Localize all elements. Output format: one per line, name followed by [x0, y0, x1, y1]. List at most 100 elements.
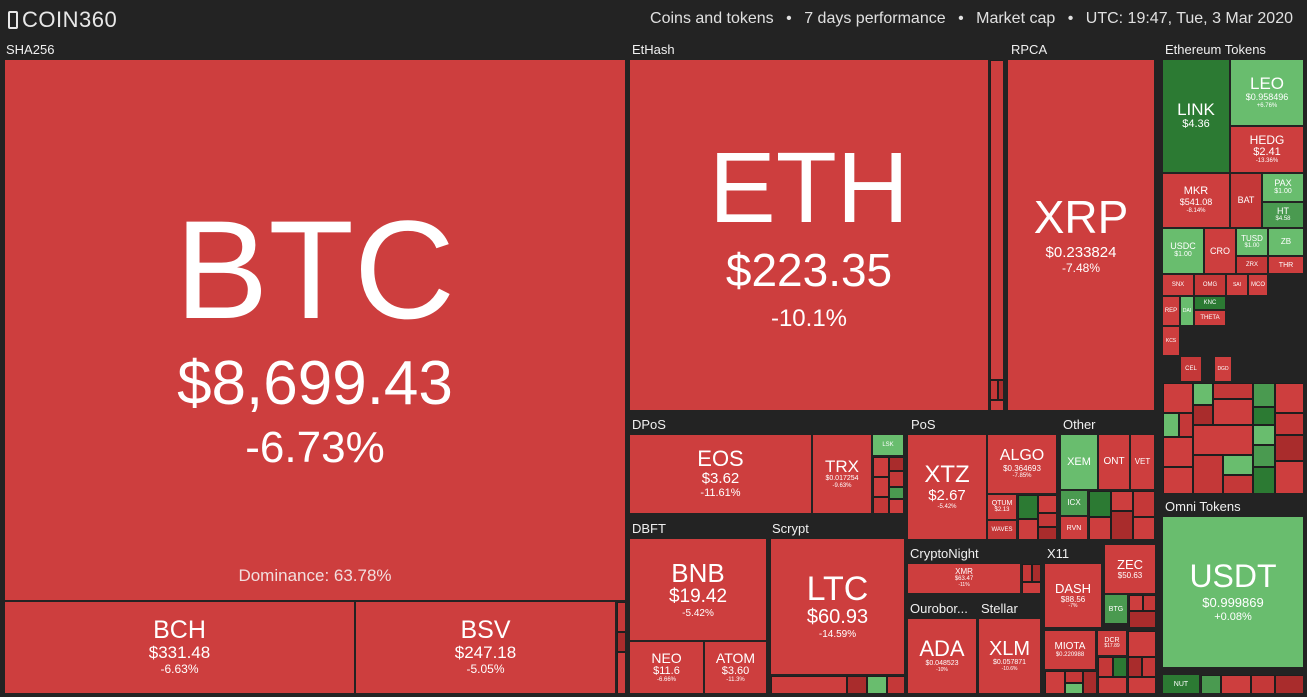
small-coin-tile[interactable]	[1163, 437, 1193, 467]
small-coin-tile[interactable]	[1275, 435, 1303, 461]
small-coin-tile[interactable]	[1275, 461, 1303, 493]
tile-zrx[interactable]: ZRX	[1236, 256, 1268, 274]
small-coin-tile[interactable]	[1201, 675, 1221, 693]
tile-dash[interactable]: DASH $88.56 -7%	[1044, 563, 1102, 628]
small-coin-tile[interactable]	[1193, 405, 1213, 425]
filter-metric[interactable]: Market cap	[976, 10, 1056, 27]
small-coin-tile[interactable]	[1038, 513, 1056, 527]
tile-bnb[interactable]: BNB $19.42 -5.42%	[629, 538, 767, 641]
small-coin-tile[interactable]	[1098, 657, 1113, 677]
small-coin-tile[interactable]	[1213, 383, 1253, 399]
small-coin-tile[interactable]	[1143, 595, 1155, 611]
small-coin-tile[interactable]	[1128, 677, 1155, 693]
tile-zec[interactable]: ZEC $50.63	[1104, 544, 1156, 594]
tile-bat[interactable]: BAT	[1230, 173, 1262, 228]
small-coin-tile[interactable]	[617, 632, 625, 652]
small-coin-tile[interactable]	[1111, 491, 1133, 511]
tile-qtum[interactable]: QTUM $2.13	[987, 494, 1017, 520]
small-coin-tile[interactable]	[1089, 491, 1111, 517]
tile-mkr[interactable]: MKR $541.08 -8.14%	[1162, 173, 1230, 228]
small-coin-tile[interactable]	[1193, 425, 1253, 455]
tile-miota[interactable]: MIOTA $0.220988	[1044, 630, 1096, 670]
small-coin-tile[interactable]	[1032, 564, 1040, 582]
tile-nut[interactable]: NUT	[1162, 674, 1200, 694]
small-coin-tile[interactable]	[1251, 675, 1275, 693]
small-coin-tile[interactable]	[889, 499, 903, 513]
small-coin-tile[interactable]	[1065, 683, 1083, 693]
small-coin-tile[interactable]	[990, 60, 1003, 380]
tile-rvn[interactable]: RVN	[1060, 516, 1088, 540]
small-coin-tile[interactable]	[617, 602, 625, 632]
small-coin-tile[interactable]	[1142, 657, 1155, 677]
small-coin-tile[interactable]	[1275, 413, 1303, 435]
tile-sai[interactable]: SAI	[1226, 274, 1248, 296]
small-coin-tile[interactable]	[1253, 407, 1275, 425]
small-coin-tile[interactable]	[771, 676, 847, 693]
tile-neo[interactable]: NEO $11.6 -6.66%	[629, 641, 704, 694]
tile-thr[interactable]: THR	[1268, 256, 1304, 274]
small-coin-tile[interactable]	[990, 400, 1003, 410]
small-coin-tile[interactable]	[1193, 455, 1223, 493]
tile-dai[interactable]: DAI	[1180, 296, 1194, 326]
tile-xtz[interactable]: XTZ $2.67 -5.42%	[907, 434, 987, 540]
small-coin-tile[interactable]	[1128, 657, 1142, 677]
tile-leo[interactable]: LEO $0.958496 +6.76%	[1230, 59, 1304, 126]
small-coin-tile[interactable]	[1253, 383, 1275, 407]
small-coin-tile[interactable]	[1275, 383, 1303, 413]
tile-ont[interactable]: ONT	[1098, 434, 1130, 490]
small-coin-tile[interactable]	[889, 487, 903, 499]
tile-usdt[interactable]: USDT $0.999869 +0.08%	[1162, 516, 1304, 668]
tile-atom[interactable]: ATOM $3.60 -11.3%	[704, 641, 767, 694]
small-coin-tile[interactable]	[1221, 675, 1251, 693]
small-coin-tile[interactable]	[1163, 467, 1193, 493]
tile-hedg[interactable]: HEDG $2.41 -13.36%	[1230, 126, 1304, 173]
tile-snx[interactable]: SNX	[1162, 274, 1194, 296]
small-coin-tile[interactable]	[1065, 671, 1083, 683]
tile-eos[interactable]: EOS $3.62 -11.61%	[629, 434, 812, 514]
tile-cro[interactable]: CRO	[1204, 228, 1236, 274]
tile-usdc[interactable]: USDC $1.00	[1162, 228, 1204, 274]
small-coin-tile[interactable]	[1193, 383, 1213, 405]
small-coin-tile[interactable]	[847, 676, 867, 693]
small-coin-tile[interactable]	[867, 676, 887, 693]
tile-xlm[interactable]: XLM $0.057871 -10.6%	[978, 618, 1041, 694]
small-coin-tile[interactable]	[1275, 675, 1303, 693]
tile-link[interactable]: LINK $4.36	[1162, 59, 1230, 173]
tile-xmr[interactable]: XMR $63.47 -11%	[907, 563, 1021, 594]
small-coin-tile[interactable]	[889, 471, 903, 487]
small-coin-tile[interactable]	[1128, 631, 1155, 657]
tile-btg[interactable]: BTG	[1104, 594, 1128, 624]
small-coin-tile[interactable]	[1038, 495, 1056, 513]
tile-rep[interactable]: REP	[1162, 296, 1180, 326]
small-coin-tile[interactable]	[1223, 475, 1253, 493]
tile-bsv[interactable]: BSV $247.18 -5.05%	[355, 601, 616, 694]
small-coin-tile[interactable]	[1133, 517, 1154, 539]
small-coin-tile[interactable]	[1038, 527, 1056, 539]
small-coin-tile[interactable]	[1111, 511, 1133, 539]
small-coin-tile[interactable]	[889, 457, 903, 471]
small-coin-tile[interactable]	[1045, 671, 1065, 693]
small-coin-tile[interactable]	[1089, 517, 1111, 539]
small-coin-tile[interactable]	[887, 676, 904, 693]
small-coin-tile[interactable]	[1163, 383, 1193, 413]
tile-algo[interactable]: ALGO $0.364693 -7.85%	[987, 434, 1057, 494]
small-coin-tile[interactable]	[873, 477, 889, 497]
tile-icx[interactable]: ICX	[1060, 490, 1088, 516]
small-coin-tile[interactable]	[1253, 445, 1275, 467]
small-coin-tile[interactable]	[1129, 611, 1155, 627]
tile-btc[interactable]: BTC $8,699.43 -6.73% Dominance: 63.78%	[4, 59, 626, 601]
tile-zb[interactable]: ZB	[1268, 228, 1304, 256]
small-coin-tile[interactable]	[1253, 425, 1275, 445]
tile-knc[interactable]: KNC	[1194, 296, 1226, 310]
small-coin-tile[interactable]	[1083, 671, 1096, 693]
filter-coins-tokens[interactable]: Coins and tokens	[650, 10, 774, 27]
small-coin-tile[interactable]	[1018, 495, 1038, 519]
tile-vet[interactable]: VET	[1130, 434, 1155, 490]
tile-ada[interactable]: ADA $0.048523 -10%	[907, 618, 977, 694]
tile-xrp[interactable]: XRP $0.233824 -7.48%	[1007, 59, 1155, 411]
small-coin-tile[interactable]	[873, 497, 889, 513]
small-coin-tile[interactable]	[617, 652, 625, 693]
small-coin-tile[interactable]	[1129, 595, 1143, 611]
tile-dcr[interactable]: DCR $17.89	[1097, 630, 1127, 656]
tile-tusd[interactable]: TUSD $1.00	[1236, 228, 1268, 256]
